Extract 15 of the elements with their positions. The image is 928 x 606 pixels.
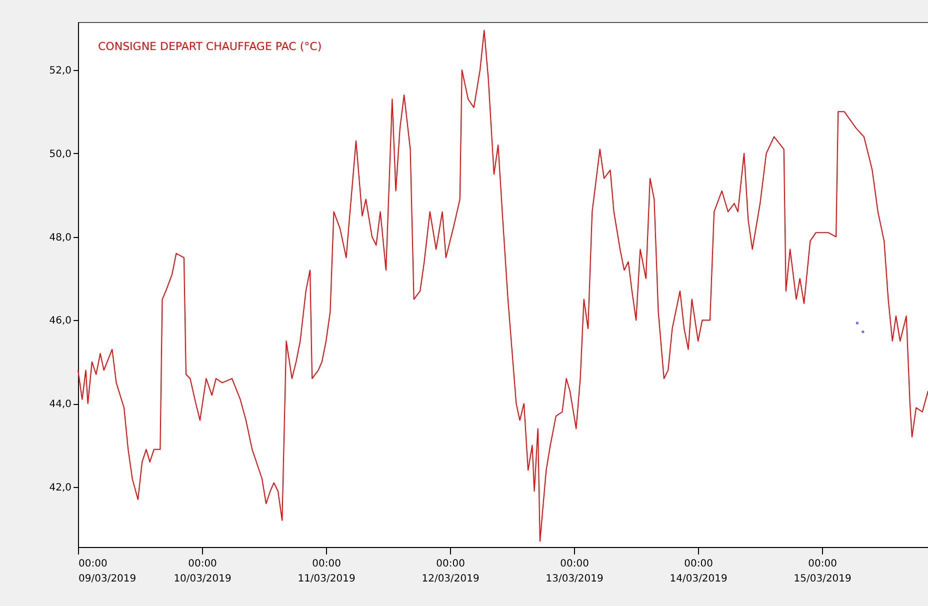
x-tick-label: 00:00 09/03/2019 <box>78 558 136 584</box>
x-tick-label: 00:00 13/03/2019 <box>546 558 604 584</box>
y-tick-label: 48,0 <box>49 232 72 244</box>
text: CONSIGNE DEPART CHAUFFAGE PAC (°C) <box>98 40 322 53</box>
y-tick-label: 42,0 <box>49 482 72 494</box>
x-tick-label: 00:00 10/03/2019 <box>174 558 232 584</box>
x-tick-label: 00:00 15/03/2019 <box>794 558 852 584</box>
y-tick-label: 44,0 <box>49 399 72 410</box>
y-tick-label: 46,0 <box>49 316 72 327</box>
y-tick-label: 52,0 <box>49 65 72 76</box>
y-tick-label: 50,0 <box>49 148 72 160</box>
x-tick-label: 00:00 11/03/2019 <box>298 558 356 584</box>
x-tick-label: 00:00 12/03/2019 <box>422 558 480 584</box>
x-tick-label: 00:00 14/03/2019 <box>670 558 728 584</box>
line-series <box>78 30 928 542</box>
